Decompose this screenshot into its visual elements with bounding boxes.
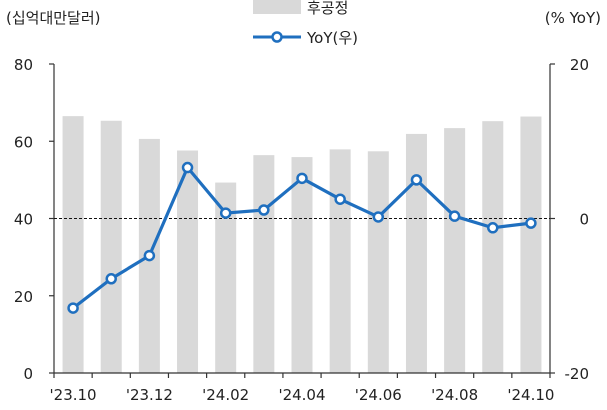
x-tick-label: '24.02 [202,386,249,404]
y-axis-left-label: (십억대만달러) [6,9,101,27]
bar-'24.04 [291,157,313,373]
bar-'23.11 [100,120,122,373]
legend-swatch-bar [253,0,301,14]
y-right-tick-label: -20 [565,365,590,383]
bar-'24.10 [520,116,542,373]
yoy-point-'24.09 [487,222,499,234]
yoy-point-'24.08 [448,210,461,222]
yoy-point-'24.03 [258,204,270,216]
x-tick-label: '23.12 [126,386,173,404]
yoy-point-'24.10 [525,217,537,229]
yoy-point-'24.02 [219,207,232,219]
bar-'24.08 [444,128,466,373]
yoy-point-'24.04 [296,172,308,185]
y-right-tick-label: 0 [579,211,589,229]
legend-label-bar: 후공정 [307,0,348,17]
y-left-tick-label: 20 [14,288,33,306]
yoy-point-'23.10 [67,302,79,314]
yoy-point-'23.11 [105,273,117,285]
bar-'24.07 [405,133,427,373]
yoy-point-'24.05 [334,193,346,205]
bar-'24.09 [482,121,504,373]
legend-label-line: YoY(우) [306,29,358,47]
bar-'24.06 [367,151,389,373]
y-left-tick-label: 80 [14,56,33,74]
bar-series [62,116,542,374]
x-tick-label: '24.10 [507,386,554,404]
x-tick-label: '23.10 [50,386,97,404]
bar-'24.05 [329,149,351,373]
y-right-tick-label: 20 [570,56,589,74]
yoy-point-'24.01 [181,161,194,174]
y-left-tick-label: 40 [14,211,33,229]
legend-swatch-marker [271,31,283,43]
legend: 후공정 YoY(우) [253,0,358,47]
yoy-point-'23.12 [143,249,156,262]
yoy-point-'24.07 [410,174,423,186]
line-series [67,161,537,314]
y-left-tick-label: 0 [23,365,33,383]
bar-'24.01 [177,150,199,373]
y-left-tick-label: 60 [14,133,33,151]
y-axis-right-label: (% YoY) [545,9,601,27]
x-tick-label: '24.04 [278,386,325,404]
yoy-point-'24.06 [372,211,385,223]
x-tick-label: '24.06 [355,386,402,404]
bar-'24.03 [253,155,275,373]
x-tick-label: '24.08 [431,386,478,404]
bar-'23.10 [62,116,84,374]
tick-labels: 0 20 40 60 80 -20 0 20 '23.10 '23.12 '24.02 '24.04 '… [14,56,589,404]
bar-'24.02 [215,182,237,373]
